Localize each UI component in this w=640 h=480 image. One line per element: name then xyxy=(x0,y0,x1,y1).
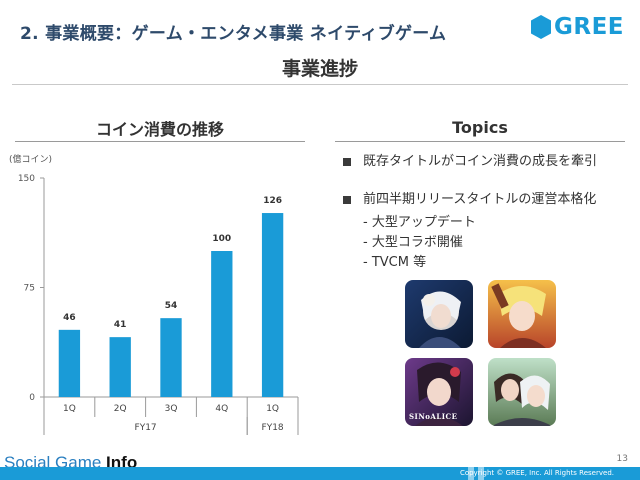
bar xyxy=(261,213,284,397)
bar-value-label: 54 xyxy=(165,301,178,311)
footer-stripe xyxy=(468,467,474,480)
y-tick-label: 150 xyxy=(18,174,35,184)
bar-value-label: 41 xyxy=(114,320,127,330)
square-bullet-icon xyxy=(343,158,351,166)
bar-value-label: 100 xyxy=(212,234,231,244)
slide-section-title: 2. 事業概要：ゲーム・エンタメ事業 ネイティブゲーム xyxy=(20,24,447,44)
x-category-label: 1Q xyxy=(266,404,279,414)
game-thumbnail-4 xyxy=(488,358,556,426)
topic-subitem: - TVCM 等 xyxy=(363,255,427,270)
chart-unit-label: (億コイン) xyxy=(9,155,53,165)
topic-text: 前四半期リリースタイトルの運営本格化 xyxy=(363,192,597,207)
slide-subtitle: 事業進捗 xyxy=(281,58,358,80)
x-category-label: 1Q xyxy=(63,404,76,414)
x-category-label: 3Q xyxy=(165,404,178,414)
topic-item: 前四半期リリースタイトルの運営本格化 - 大型アップデート - 大型コラボ開催 … xyxy=(343,191,633,273)
game-thumbnail-1 xyxy=(405,280,473,348)
footer-bar xyxy=(0,467,640,480)
game-thumbnail-2 xyxy=(488,280,556,348)
thumbnail-caption: SINoALICE xyxy=(409,412,458,421)
bar xyxy=(58,329,81,397)
footer-stripe xyxy=(478,467,484,480)
bar-value-label: 126 xyxy=(263,196,282,206)
bar xyxy=(160,318,182,397)
gree-logo: GREE xyxy=(530,14,625,42)
topics-section-divider xyxy=(335,141,625,142)
x-category-label: 4Q xyxy=(215,404,228,414)
game-thumbnail-3: SINoALICE xyxy=(405,358,473,426)
square-bullet-icon xyxy=(343,196,351,204)
chart-section-title: コイン消費の推移 xyxy=(95,120,224,139)
y-tick-label: 0 xyxy=(29,393,35,403)
bar xyxy=(211,251,233,397)
bar-value-label: 46 xyxy=(63,313,76,323)
logo-text: GREE xyxy=(554,14,625,40)
bar xyxy=(109,337,131,397)
x-category-label: 2Q xyxy=(114,404,127,414)
topic-text: 既存タイトルがコイン消費の成長を牽引 xyxy=(363,154,598,169)
copyright-text: Copyright © GREE, Inc. All Rights Reserv… xyxy=(459,469,614,477)
hexagon-logo-icon xyxy=(531,15,551,39)
coin-consumption-bar-chart: 0 75 150 46 41 54 100 126 1Q 2Q 3Q 4Q 1Q FY17 FY18 xyxy=(18,174,299,435)
x-group-label: FY18 xyxy=(262,423,284,433)
header-divider xyxy=(12,84,628,85)
x-group-label: FY17 xyxy=(135,423,157,433)
topics-section-title: Topics xyxy=(452,118,508,137)
topics-list: 既存タイトルがコイン消費の成長を牽引 前四半期リリースタイトルの運営本格化 - … xyxy=(343,153,633,293)
topic-subitem: - 大型アップデート xyxy=(363,215,476,230)
topic-subitem: - 大型コラボ開催 xyxy=(363,235,463,250)
chart-section-divider xyxy=(15,141,305,142)
topic-sublist: - 大型アップデート - 大型コラボ開催 - TVCM 等 xyxy=(363,213,596,273)
page-number: 13 xyxy=(616,454,628,464)
y-tick-label: 75 xyxy=(24,284,35,294)
topic-item: 既存タイトルがコイン消費の成長を牽引 xyxy=(343,153,633,171)
